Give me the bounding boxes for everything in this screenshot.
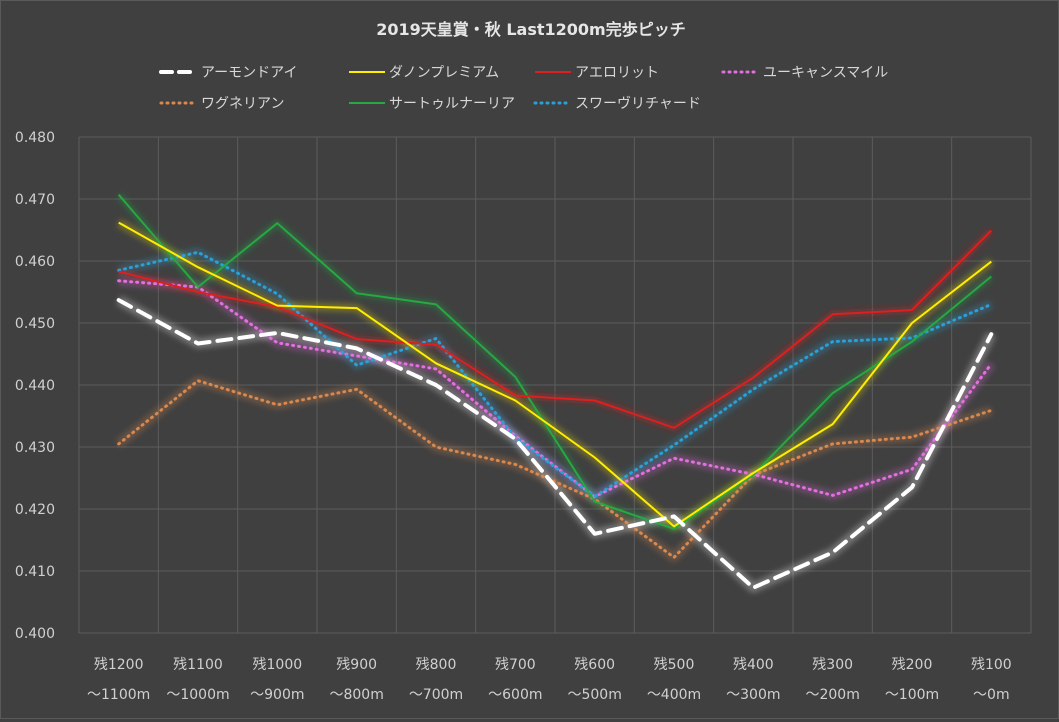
x-axis: 残1200 ～1100m 残1100 ～1000m 残1000 ～900m 残900 ～800… bbox=[87, 657, 1012, 703]
x-tick-label: ～1100m bbox=[87, 687, 150, 703]
y-tick-label: 0.460 bbox=[15, 254, 55, 270]
x-tick-label: 残300 bbox=[812, 657, 853, 673]
y-tick-label: 0.420 bbox=[15, 502, 55, 518]
series-line bbox=[117, 279, 993, 499]
y-tick-label: 0.480 bbox=[15, 130, 55, 146]
legend-label: サートゥルナーリア bbox=[389, 96, 515, 112]
x-tick-label: 残900 bbox=[336, 657, 377, 673]
x-tick-label: ～800m bbox=[329, 687, 383, 703]
series-line bbox=[116, 298, 994, 590]
x-tick-label: 残1000 bbox=[253, 657, 303, 673]
x-tick-label: ～600m bbox=[488, 687, 542, 703]
y-axis: 0.400 0.410 0.420 0.430 0.440 0.450 0.460 0.470… bbox=[15, 130, 55, 642]
x-tick-label: ～500m bbox=[567, 687, 621, 703]
x-tick-label: ～0m bbox=[973, 687, 1010, 703]
series-line bbox=[117, 194, 992, 530]
x-tick-label: 残600 bbox=[574, 657, 615, 673]
legend-label: ワグネリアン bbox=[201, 96, 284, 112]
y-tick-label: 0.400 bbox=[15, 626, 55, 642]
x-tick-label: ～400m bbox=[647, 687, 701, 703]
series bbox=[116, 194, 994, 590]
y-tick-label: 0.440 bbox=[15, 378, 55, 394]
x-tick-label: 残100 bbox=[971, 657, 1012, 673]
legend-label: スワーヴリチャード bbox=[575, 95, 701, 112]
legend-label: アーモンドアイ bbox=[201, 65, 297, 81]
x-tick-label: 残800 bbox=[416, 657, 457, 673]
x-tick-label: 残1100 bbox=[173, 657, 223, 673]
x-tick-label: ～900m bbox=[250, 687, 304, 703]
y-tick-label: 0.430 bbox=[15, 440, 55, 456]
legend-label: ダノンプレミアム bbox=[389, 65, 499, 81]
chart-title: 2019天皇賞・秋 Last1200m完歩ピッチ bbox=[376, 20, 685, 39]
x-tick-label: 残200 bbox=[892, 657, 933, 673]
series-line bbox=[118, 229, 993, 429]
x-tick-label: 残400 bbox=[733, 657, 774, 673]
series-line bbox=[118, 221, 992, 528]
x-tick-label: ～200m bbox=[805, 687, 859, 703]
legend-label: ユーキャンスマイル bbox=[763, 65, 888, 81]
y-tick-label: 0.470 bbox=[15, 192, 55, 208]
y-tick-label: 0.410 bbox=[15, 564, 55, 580]
x-tick-label: 残700 bbox=[495, 657, 536, 673]
x-tick-label: ～1000m bbox=[166, 687, 229, 703]
x-tick-label: ～300m bbox=[726, 687, 780, 703]
x-tick-label: 残500 bbox=[654, 657, 695, 673]
grid bbox=[78, 136, 1032, 634]
x-tick-label: ～100m bbox=[885, 687, 939, 703]
series-line bbox=[117, 250, 993, 499]
x-tick-label: ～700m bbox=[409, 687, 463, 703]
series-line bbox=[117, 379, 993, 559]
legend-label: アエロリット bbox=[575, 65, 659, 81]
y-tick-label: 0.450 bbox=[15, 316, 55, 332]
x-tick-label: 残1200 bbox=[94, 657, 144, 673]
